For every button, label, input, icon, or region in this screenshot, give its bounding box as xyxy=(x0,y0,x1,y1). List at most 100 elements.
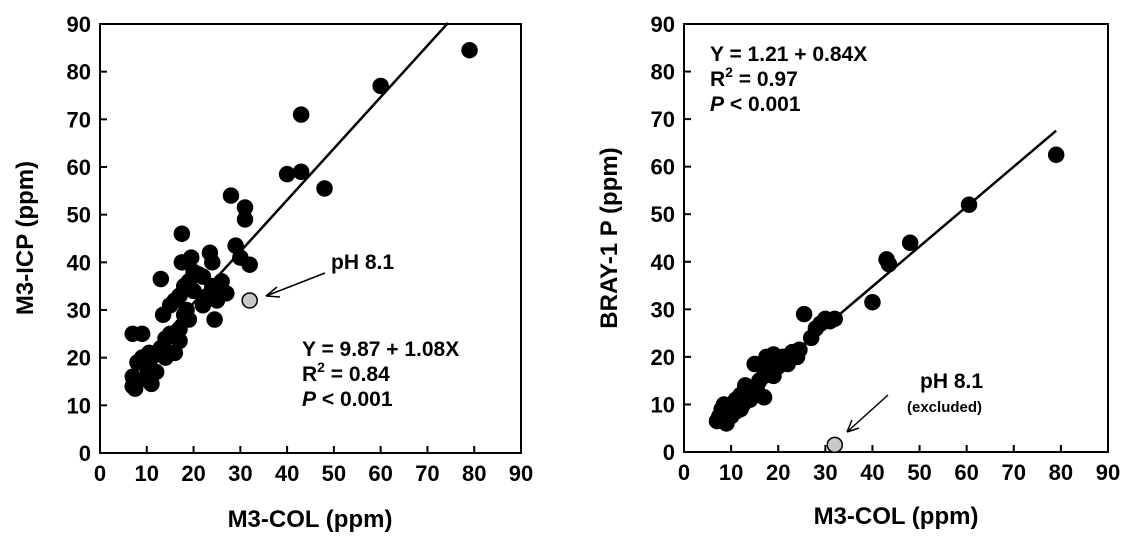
y-tick-label: 50 xyxy=(67,203,91,228)
p-value: P < 0.001 xyxy=(710,93,801,116)
data-point xyxy=(222,187,240,204)
r-squared-value: = 0.84 xyxy=(325,363,390,386)
y-tick-label: 20 xyxy=(651,345,675,370)
x-tick-label: 40 xyxy=(275,461,299,486)
x-axis-ticks: 0 10 20 30 40 50 60 70 80 90 xyxy=(94,446,533,486)
right-scatter-panel: 0 10 20 30 40 50 60 70 80 90 0102030405060708090 … xyxy=(596,12,1120,530)
data-point xyxy=(960,196,978,213)
y-tick-label: 70 xyxy=(651,107,675,132)
data-points xyxy=(708,146,1065,454)
data-point xyxy=(236,211,254,228)
x-tick-label: 50 xyxy=(907,460,931,485)
x-tick-label: 80 xyxy=(1049,460,1073,485)
data-point xyxy=(755,389,773,406)
r-squared-sup: 2 xyxy=(317,359,325,375)
x-tick-label: 10 xyxy=(135,461,159,486)
equation: Y = 1.21 + 0.84X xyxy=(710,43,867,66)
x-tick-label: 70 xyxy=(1002,460,1026,485)
data-point xyxy=(206,311,223,328)
data-point xyxy=(241,256,258,273)
x-tick-label: 60 xyxy=(954,460,978,485)
y-tick-label: 90 xyxy=(651,12,675,37)
x-tick-label: 30 xyxy=(813,460,837,485)
r-squared-value: = 0.97 xyxy=(733,68,798,91)
left-scatter-panel: 0 10 20 30 40 50 60 70 80 90 0102030405060708090 … xyxy=(12,12,533,533)
x-tick-label: 50 xyxy=(322,461,346,486)
y-tick-label: 60 xyxy=(67,155,91,180)
equation: Y = 9.87 + 1.08X xyxy=(302,338,459,361)
x-tick-label: 90 xyxy=(1096,460,1120,485)
x-tick-label: 20 xyxy=(181,461,205,486)
data-point xyxy=(278,165,296,183)
data-point xyxy=(173,225,191,242)
data-point xyxy=(218,285,235,302)
data-points xyxy=(124,41,478,397)
x-tick-label: 20 xyxy=(766,460,790,485)
x-tick-label: 0 xyxy=(94,461,106,486)
ph-arrowhead xyxy=(846,419,860,433)
y-tick-label: 80 xyxy=(67,60,91,85)
x-tick-label: 60 xyxy=(368,461,392,486)
x-tick-label: 30 xyxy=(228,461,252,486)
y-tick-label: 10 xyxy=(651,392,675,417)
y-axis-title: BRAY-1 P (ppm) xyxy=(596,147,623,328)
ph-arrow-line xyxy=(265,272,326,297)
y-tick-label: 60 xyxy=(651,155,675,180)
data-point xyxy=(292,163,310,181)
y-tick-label: 80 xyxy=(651,60,675,85)
r-squared-sup: 2 xyxy=(725,64,733,80)
data-point xyxy=(901,234,919,252)
x-tick-label: 90 xyxy=(509,461,533,486)
data-point xyxy=(826,310,844,328)
x-tick-label: 40 xyxy=(860,460,884,485)
y-tick-label: 40 xyxy=(651,250,675,275)
x-axis-title: M3-COL (ppm) xyxy=(814,503,979,530)
y-tick-label: 20 xyxy=(67,346,91,371)
y-tick-label: 0 xyxy=(663,440,675,465)
p-value-p: P xyxy=(710,93,725,116)
data-point xyxy=(372,77,389,95)
r-squared-r: R xyxy=(710,68,725,91)
y-tick-label: 10 xyxy=(67,393,91,418)
x-tick-label: 70 xyxy=(415,461,439,486)
x-tick-label: 0 xyxy=(678,460,690,485)
ph-arrowhead xyxy=(265,286,281,298)
data-point xyxy=(182,249,200,266)
plot-frame xyxy=(99,23,522,454)
data-point xyxy=(795,305,813,323)
r-squared: R2 = 0.84 xyxy=(302,359,390,386)
y-tick-label: 50 xyxy=(651,202,675,227)
data-point xyxy=(461,41,478,59)
x-tick-label: 80 xyxy=(462,461,486,486)
ph-label: pH 8.1 xyxy=(920,370,983,393)
x-axis-ticks: 0 10 20 30 40 50 60 70 80 90 xyxy=(678,445,1120,485)
y-tick-label: 30 xyxy=(67,298,91,323)
plot-frame xyxy=(683,23,1109,453)
data-point xyxy=(292,106,310,123)
data-point xyxy=(152,270,170,288)
y-axis-title: M3-ICP (ppm) xyxy=(12,161,39,315)
data-point xyxy=(171,332,188,350)
ph-arrow-line xyxy=(846,394,889,433)
y-axis-ticks: 0 10 20 30 40 50 60 70 80 90 xyxy=(651,12,691,465)
p-value-value: < 0.001 xyxy=(724,93,801,116)
ph-sublabel: (excluded) xyxy=(907,399,982,416)
ph-label: pH 8.1 xyxy=(331,251,394,274)
p-value-p: P xyxy=(302,388,317,411)
outlier-point xyxy=(826,436,844,454)
x-axis-title: M3-COL (ppm) xyxy=(228,506,393,533)
data-point xyxy=(1047,146,1065,164)
r-squared-r: R xyxy=(302,363,317,386)
p-value-value: < 0.001 xyxy=(316,388,393,411)
y-tick-label: 40 xyxy=(67,250,91,275)
p-value: P < 0.001 xyxy=(302,388,393,411)
data-point xyxy=(180,311,198,328)
data-point xyxy=(880,255,898,273)
data-point xyxy=(185,282,202,300)
x-tick-label: 10 xyxy=(719,460,743,485)
y-tick-label: 70 xyxy=(67,107,91,132)
r-squared: R2 = 0.97 xyxy=(710,64,798,91)
data-point xyxy=(316,180,333,197)
data-point xyxy=(791,341,808,359)
